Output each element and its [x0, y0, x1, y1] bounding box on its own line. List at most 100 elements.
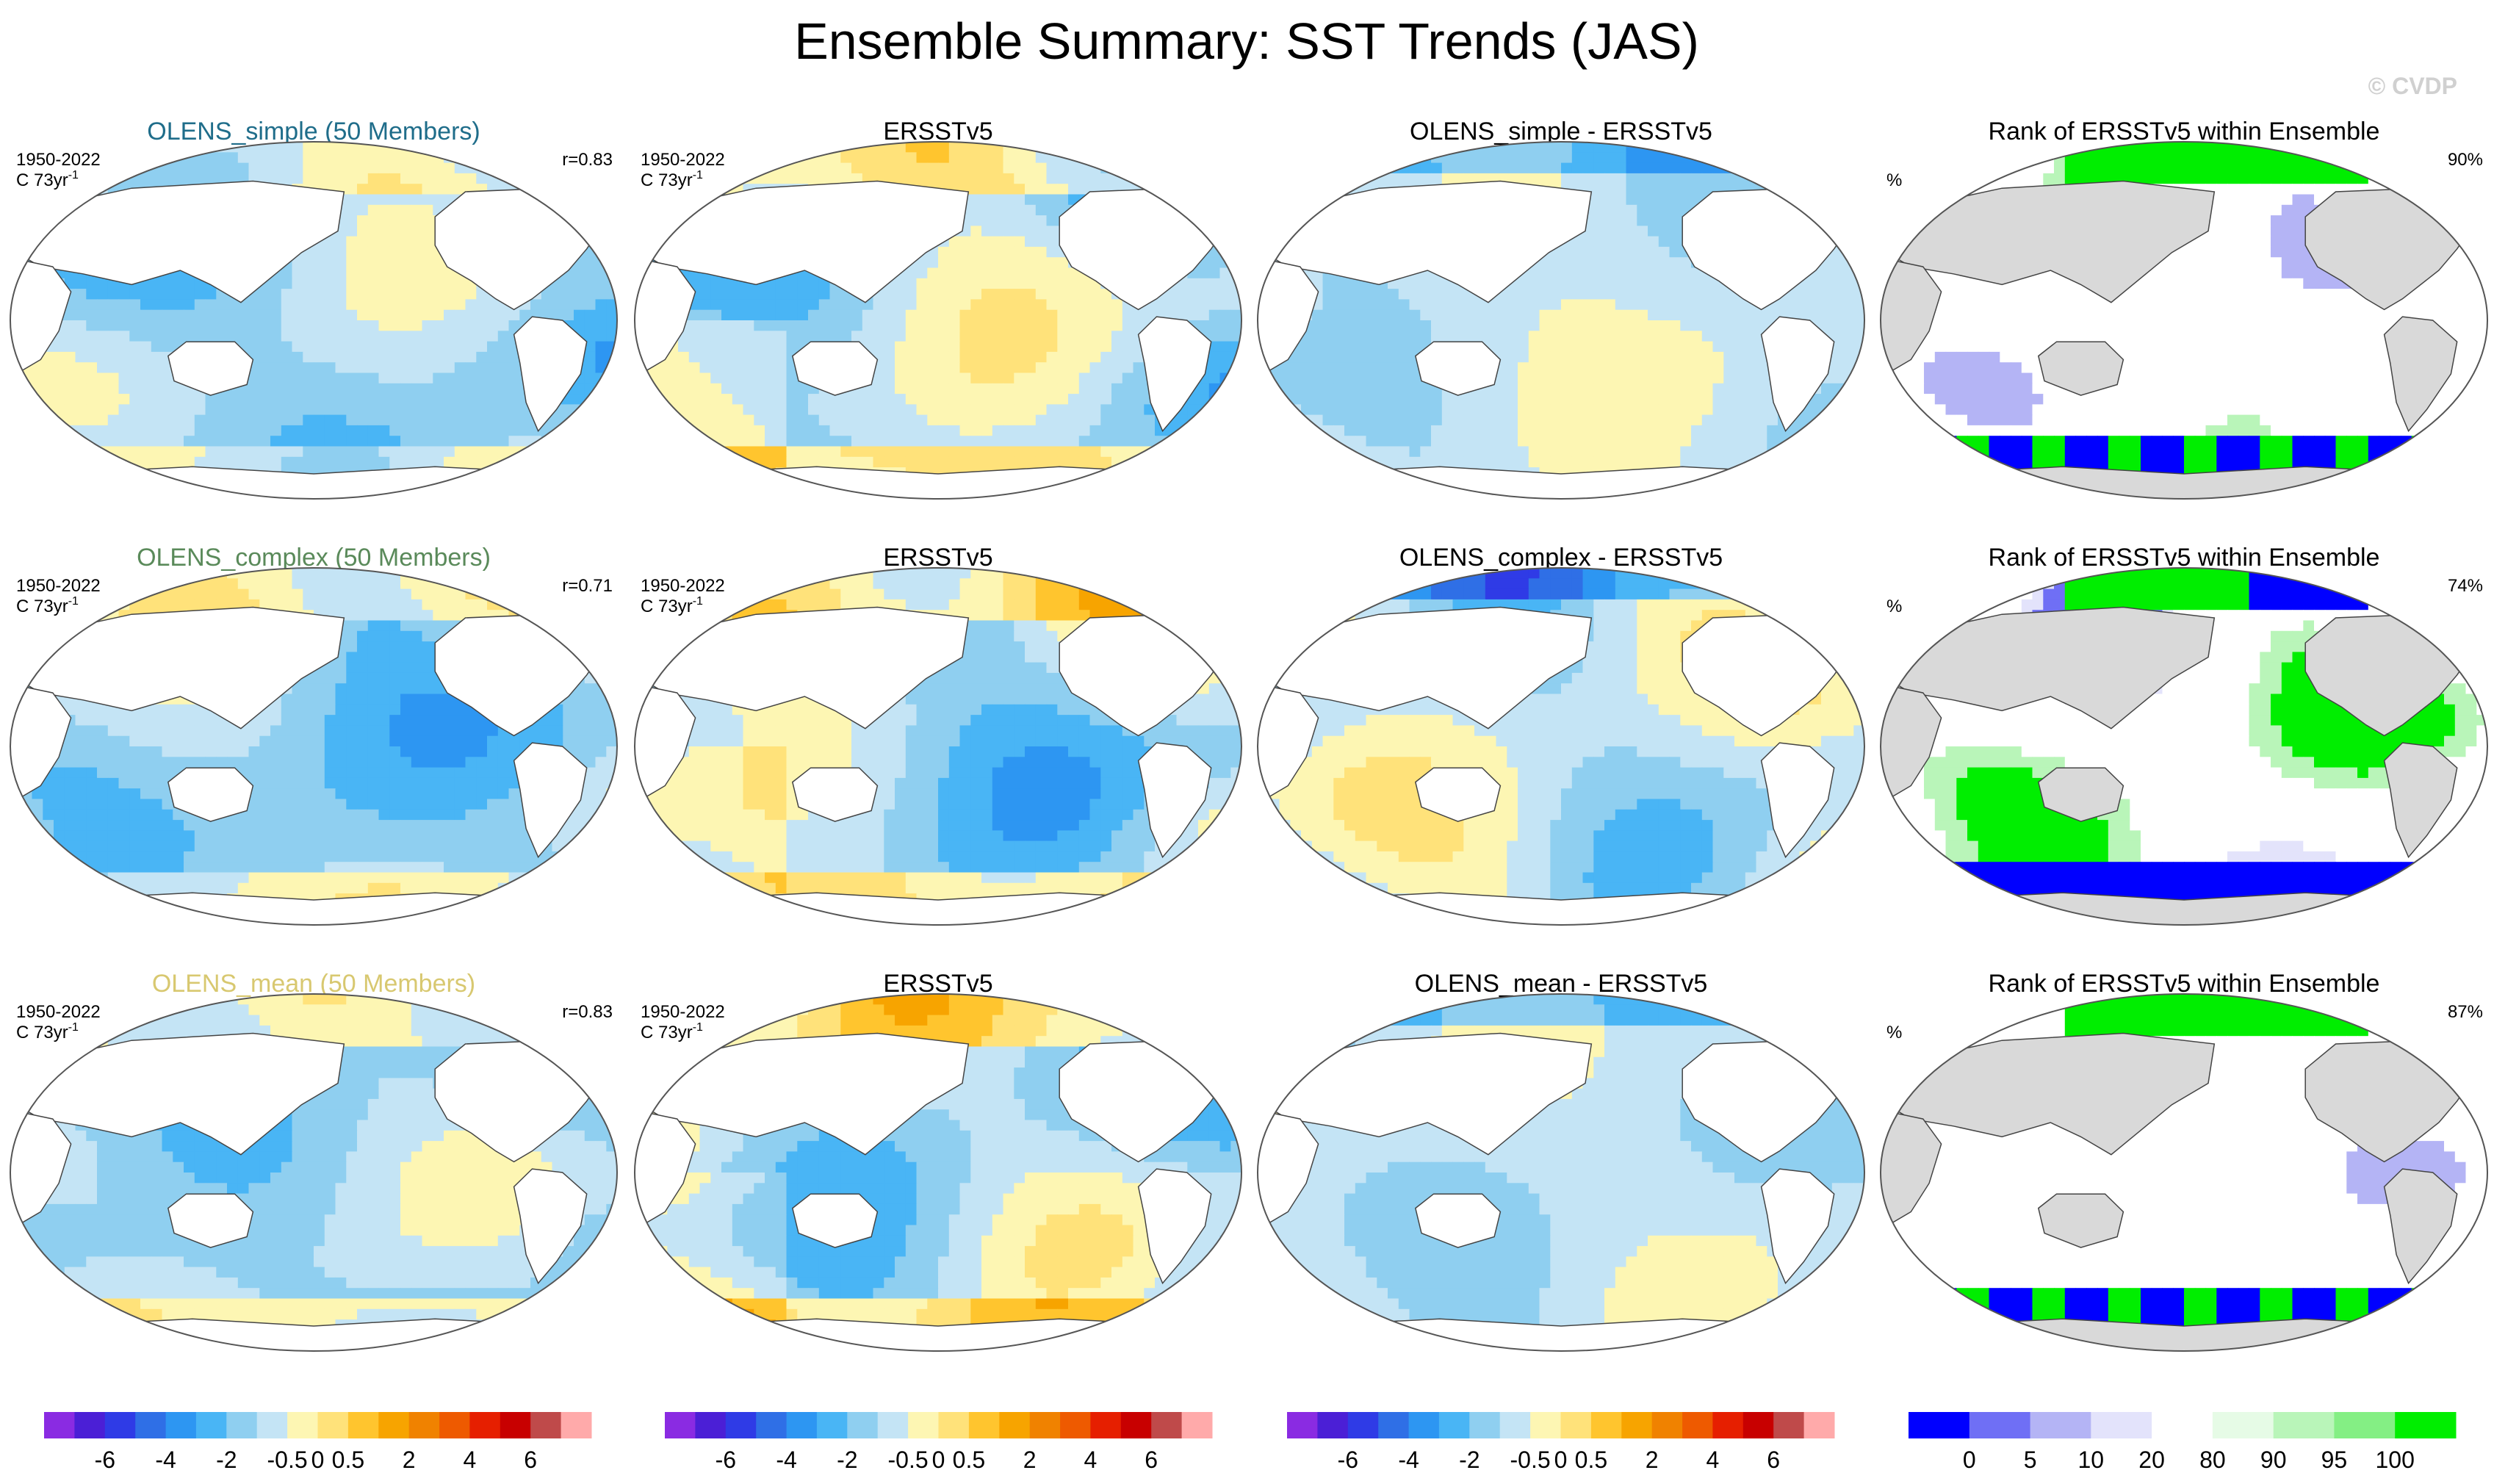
field-cell: [884, 341, 895, 353]
field-cell: [959, 267, 971, 279]
field-cell: [75, 289, 87, 300]
field-cell: [1122, 414, 1134, 426]
panel-title: ERSSTv5: [883, 118, 992, 145]
field-cell: [1669, 383, 1681, 395]
field-cell: [2043, 162, 2055, 174]
field-cell: [1165, 299, 1178, 311]
field-cell: [895, 372, 907, 384]
field-cell: [497, 394, 510, 405]
field-cell: [1003, 362, 1014, 374]
field-cell: [1057, 456, 1069, 468]
field-cell: [357, 173, 369, 184]
field-cell: [948, 320, 961, 331]
field-cell: [970, 383, 982, 395]
field-cell: [400, 383, 412, 395]
field-cell: [1680, 351, 1692, 363]
field-cell: [1025, 162, 1037, 174]
field-cell: [732, 320, 744, 331]
field-cell: [324, 289, 336, 300]
field-cell: [1626, 236, 1637, 248]
field-cell: [422, 309, 433, 321]
field-cell: [1680, 394, 1692, 405]
field-cell: [1561, 362, 1573, 374]
field-cell: [140, 414, 152, 426]
field-cell: [1561, 152, 1573, 164]
field-cell: [378, 383, 390, 395]
field-cell: [389, 341, 401, 353]
field-cell: [281, 456, 293, 468]
field-cell: [2064, 162, 2077, 174]
field-cell: [1322, 289, 1334, 300]
field-cell: [248, 299, 260, 311]
field-cell: [840, 456, 852, 468]
field-cell: [721, 383, 733, 395]
field-cell: [584, 351, 597, 363]
field-cell: [959, 456, 971, 468]
field-cell: [2216, 204, 2228, 216]
field-cell: [129, 394, 141, 405]
field-cell: [1582, 351, 1594, 363]
field-cell: [1485, 331, 1497, 342]
field-cell: [1208, 320, 1221, 331]
field-cell: [216, 414, 228, 426]
field-cell: [927, 372, 939, 384]
field-cell: [1078, 414, 1091, 426]
field-cell: [444, 414, 455, 426]
field-cell: [829, 414, 841, 426]
field-cell: [292, 331, 303, 342]
field-cell: [1420, 278, 1432, 289]
field-cell: [1518, 362, 1529, 374]
field-cell: [140, 362, 152, 374]
field-cell: [433, 194, 444, 206]
field-cell: [1507, 414, 1518, 426]
field-cell: [905, 173, 918, 184]
field-cell: [1701, 394, 1714, 405]
field-cell: [346, 194, 358, 206]
field-cell: [2249, 152, 2260, 164]
field-cell: [1528, 425, 1540, 436]
field-cell: [314, 299, 325, 311]
field-cell: [1853, 320, 1864, 331]
field-cell: [1133, 372, 1145, 384]
land-mass: [167, 341, 254, 396]
field-cell: [765, 425, 776, 436]
field-cell: [1821, 267, 1833, 279]
field-cell: [1208, 351, 1221, 363]
field-cell: [107, 394, 120, 405]
field-cell: [497, 404, 510, 416]
field-cell: [1057, 425, 1069, 436]
field-cell: [574, 289, 585, 300]
field-cell: [981, 372, 993, 384]
field-cell: [335, 246, 347, 258]
field-cell: [422, 372, 433, 384]
field-cell: [1035, 152, 1048, 164]
field-cell: [1301, 341, 1313, 353]
field-cell: [1615, 173, 1627, 184]
field-cell: [281, 351, 293, 363]
field-cell: [2141, 142, 2152, 153]
field-cell: [1377, 372, 1388, 384]
field-cell: [1333, 351, 1345, 363]
field-cell: [357, 320, 369, 331]
field-cell: [367, 425, 380, 436]
field-cell: [862, 425, 874, 436]
field-cell: [162, 320, 173, 331]
field-cell: [1474, 331, 1486, 342]
field-cell: [595, 309, 607, 321]
field-cell: [721, 299, 733, 311]
field-cell: [895, 436, 907, 447]
field-cell: [1355, 362, 1367, 374]
field-cell: [992, 446, 1004, 458]
field-cell: [1821, 320, 1833, 331]
field-cell: [1571, 246, 1584, 258]
field-cell: [444, 436, 455, 447]
field-cell: [667, 372, 679, 384]
field-cell: [873, 341, 884, 353]
field-cell: [205, 162, 217, 174]
field-cell: [476, 436, 488, 447]
field-cell: [959, 320, 971, 331]
field-cell: [1593, 257, 1605, 269]
field-cell: [422, 394, 433, 405]
field-cell: [732, 404, 744, 416]
field-cell: [981, 362, 993, 374]
